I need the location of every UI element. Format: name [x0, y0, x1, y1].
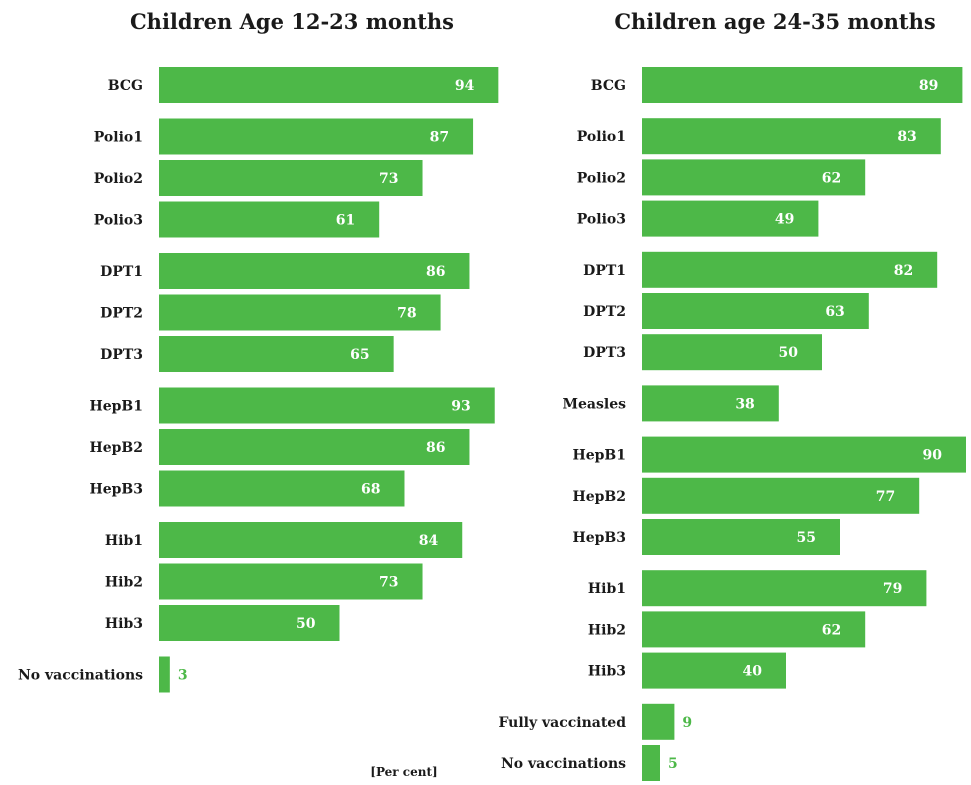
- left-label-polio1: Polio1: [94, 130, 143, 146]
- right-value-hib1: 79: [883, 581, 902, 597]
- left-bar-polio2: [159, 160, 423, 196]
- right-value-hepb1: 90: [923, 448, 943, 464]
- right-label-hepb3: HepB3: [573, 530, 627, 546]
- left-bar-hib3: [159, 605, 340, 641]
- right-bar-hepb1: [642, 436, 966, 473]
- right-value-hib2: 62: [822, 622, 841, 638]
- left-value-polio1: 87: [430, 130, 449, 146]
- left-label-polio2: Polio2: [94, 171, 143, 187]
- left-label-dpt1: DPT1: [100, 264, 143, 280]
- left-bar-dpt1: [159, 253, 470, 289]
- left-label-hib1: Hib1: [105, 533, 143, 549]
- left-bar-dpt2: [159, 294, 441, 331]
- right-value-fully-vaccinated: 9: [682, 715, 692, 731]
- right-bar-dpt2: [642, 293, 869, 329]
- left-value-hepb3: 68: [361, 482, 380, 498]
- left-value-dpt3: 65: [350, 347, 369, 363]
- right-bar-measles: [642, 385, 779, 422]
- right-bar-dpt1: [642, 251, 938, 288]
- left-value-hepb2: 86: [426, 440, 445, 456]
- left-value-polio3: 61: [336, 213, 355, 229]
- right-label-dpt3: DPT3: [583, 345, 626, 361]
- left-bar-hepb1: [159, 387, 495, 424]
- left-value-no-vaccinations: 3: [178, 668, 188, 684]
- right-bar-hepb3: [642, 519, 840, 555]
- right-value-dpt1: 82: [894, 263, 913, 279]
- left-value-hib2: 73: [379, 575, 398, 591]
- right-value-polio1: 83: [897, 129, 916, 145]
- right-label-no-vaccinations: No vaccinations: [501, 756, 626, 772]
- right-value-hepb3: 55: [797, 530, 816, 546]
- left-bar-no-vaccinations: [159, 656, 170, 693]
- left-value-hib3: 50: [296, 616, 316, 632]
- right-value-dpt2: 63: [825, 304, 844, 320]
- left-bar-dpt3: [159, 336, 394, 372]
- left-label-hib2: Hib2: [105, 575, 143, 591]
- right-panel-bars: BCG 89 Polio1 83 Polio2 62 Polio3 49 DPT1 82 DPT2 6…: [498, 67, 966, 781]
- right-label-polio3: Polio3: [577, 212, 626, 228]
- left-label-dpt3: DPT3: [100, 347, 143, 363]
- right-value-hepb2: 77: [876, 489, 895, 505]
- right-bar-bcg: [642, 67, 963, 103]
- left-label-no-vaccinations: No vaccinations: [18, 668, 143, 684]
- left-label-hepb2: HepB2: [90, 440, 144, 456]
- right-value-hib3: 40: [743, 664, 763, 680]
- right-bar-polio2: [642, 159, 866, 196]
- left-bar-hepb2: [159, 429, 470, 465]
- left-label-hepb3: HepB3: [90, 482, 144, 498]
- right-label-dpt1: DPT1: [583, 263, 626, 279]
- right-value-bcg: 89: [919, 78, 938, 94]
- left-value-dpt1: 86: [426, 264, 445, 280]
- right-bar-polio1: [642, 118, 941, 155]
- left-label-hib3: Hib3: [105, 616, 143, 632]
- left-value-bcg: 94: [455, 78, 475, 94]
- unit-note: [Per cent]: [370, 765, 437, 779]
- right-label-hib2: Hib2: [588, 622, 626, 638]
- right-bar-hib1: [642, 570, 927, 607]
- right-bar-hib3: [642, 652, 786, 689]
- right-label-hib3: Hib3: [588, 664, 626, 680]
- left-panel-title: Children Age 12-23 months: [130, 9, 454, 34]
- left-bar-bcg: [159, 67, 499, 103]
- right-label-hepb1: HepB1: [573, 448, 627, 464]
- right-bar-hepb2: [642, 477, 920, 514]
- left-label-hepb1: HepB1: [90, 399, 144, 415]
- left-label-polio3: Polio3: [94, 213, 143, 229]
- right-label-hib1: Hib1: [588, 581, 626, 597]
- right-bar-hib2: [642, 611, 866, 648]
- left-bar-polio1: [159, 118, 474, 155]
- left-value-hib1: 84: [419, 533, 439, 549]
- right-label-dpt2: DPT2: [583, 304, 626, 320]
- right-bar-no-vaccinations: [642, 745, 660, 781]
- right-label-measles: Measles: [563, 396, 627, 412]
- left-bar-hepb3: [159, 470, 405, 507]
- right-label-polio2: Polio2: [577, 170, 626, 186]
- right-value-measles: 38: [735, 396, 754, 412]
- left-bar-hib2: [159, 563, 423, 600]
- right-panel-title: Children age 24-35 months: [614, 9, 935, 34]
- right-bar-dpt3: [642, 334, 822, 371]
- right-label-hepb2: HepB2: [573, 489, 627, 505]
- right-bar-polio3: [642, 200, 819, 237]
- left-value-dpt2: 78: [397, 306, 416, 322]
- right-label-bcg: BCG: [591, 78, 626, 94]
- left-bar-polio3: [159, 201, 380, 238]
- left-value-hepb1: 93: [451, 399, 470, 415]
- left-label-dpt2: DPT2: [100, 306, 143, 322]
- left-value-polio2: 73: [379, 171, 398, 187]
- right-value-dpt3: 50: [779, 345, 799, 361]
- left-panel-bars: BCG 94 Polio1 87 Polio2 73 Polio3 61 DPT1 86 DPT2 7…: [18, 67, 499, 693]
- right-bar-fully-vaccinated: [642, 703, 675, 740]
- right-value-polio2: 62: [822, 170, 841, 186]
- right-value-polio3: 49: [775, 212, 794, 228]
- left-bar-hib1: [159, 522, 463, 558]
- left-label-bcg: BCG: [108, 78, 143, 94]
- right-label-polio1: Polio1: [577, 129, 626, 145]
- right-label-fully-vaccinated: Fully vaccinated: [498, 715, 626, 731]
- right-value-no-vaccinations: 5: [668, 756, 678, 772]
